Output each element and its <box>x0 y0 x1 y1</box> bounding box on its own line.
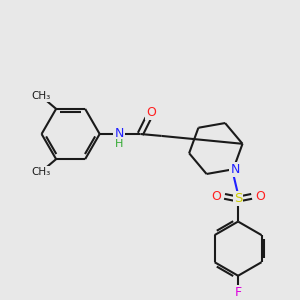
Text: H: H <box>115 139 123 149</box>
Text: O: O <box>255 190 265 203</box>
Text: CH₃: CH₃ <box>31 91 50 101</box>
Text: CH₃: CH₃ <box>31 167 50 177</box>
Text: S: S <box>234 192 242 205</box>
Text: O: O <box>146 106 156 119</box>
Text: O: O <box>211 190 221 203</box>
Text: N: N <box>114 128 124 140</box>
Text: F: F <box>235 286 242 299</box>
Text: N: N <box>230 163 240 176</box>
